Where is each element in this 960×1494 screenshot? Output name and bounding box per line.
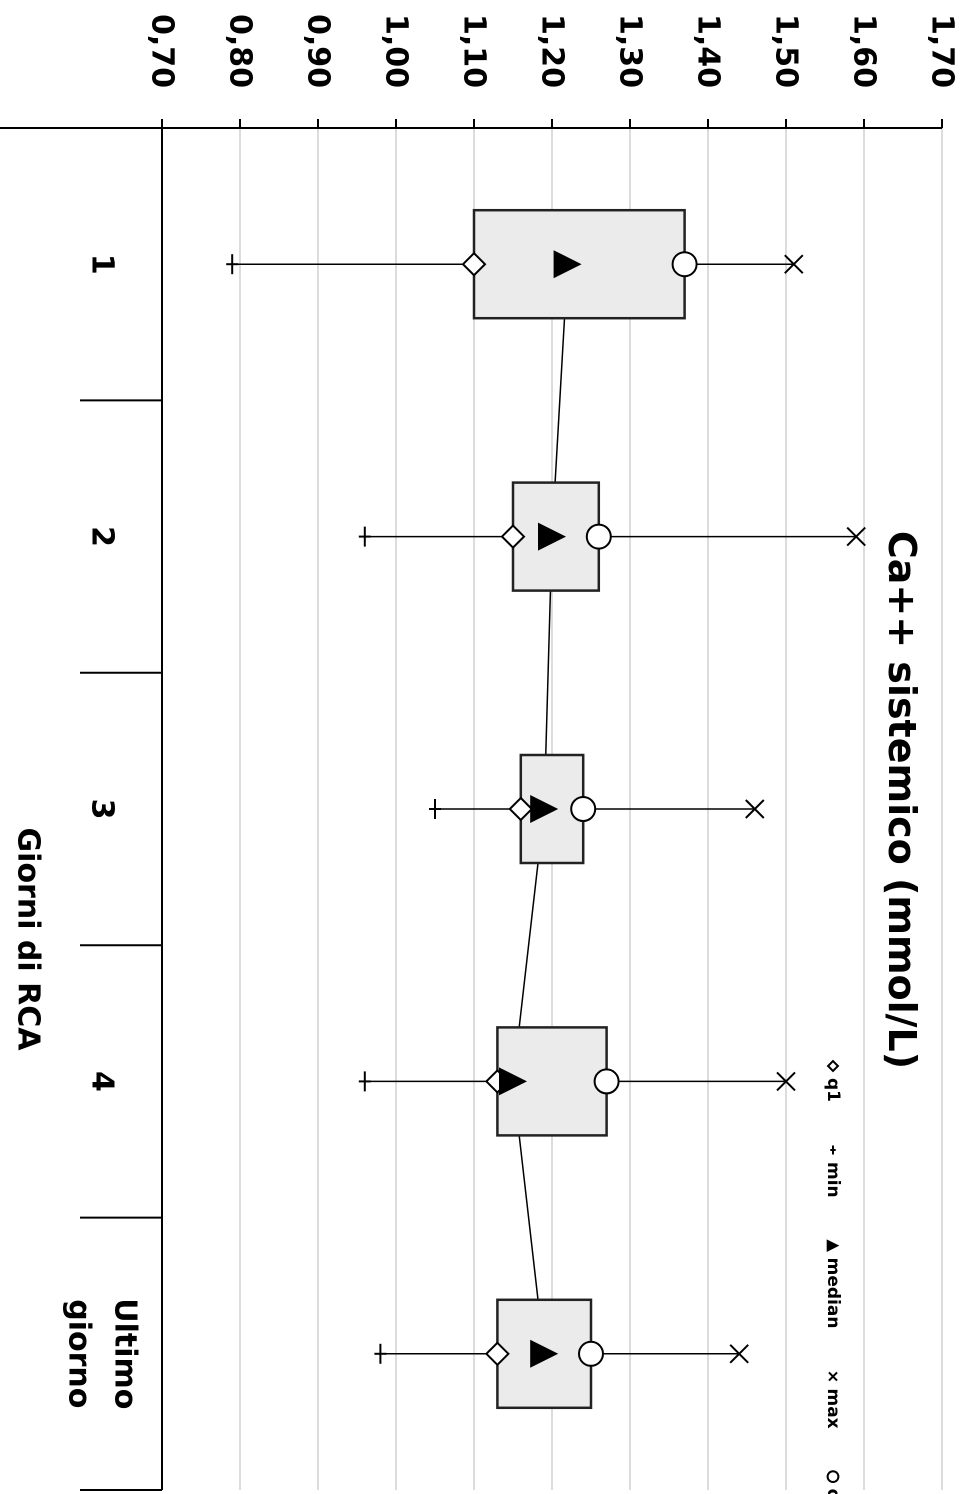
max-marker (745, 799, 765, 819)
category-label: 4 (85, 1071, 120, 1092)
value-tick-label: 1,10 (457, 14, 492, 88)
value-tick-label: 0,70 (145, 14, 180, 88)
min-marker (358, 1071, 371, 1092)
box-group (429, 753, 765, 865)
axes (0, 119, 943, 1491)
median-marker (530, 1339, 559, 1368)
max-marker (828, 1371, 838, 1382)
max-marker (846, 526, 866, 547)
boxes (226, 208, 866, 1410)
q1-marker (500, 524, 526, 550)
box-group (374, 1298, 749, 1410)
q3-marker (593, 1068, 620, 1095)
q1-marker (461, 251, 487, 277)
category-label: giorno (62, 1299, 97, 1408)
legend-label: median (823, 1258, 843, 1329)
legend-item: min (823, 1145, 843, 1198)
value-tick-label: 1,60 (847, 14, 882, 88)
value-tick-label: 0,90 (301, 14, 336, 88)
axis-title: Giorni di RCA (11, 828, 46, 1052)
value-tick-label: 1,30 (613, 14, 648, 88)
box-group (358, 1026, 796, 1137)
legend-label: min (823, 1162, 843, 1198)
min-marker (429, 799, 441, 819)
q3-marker (578, 1340, 604, 1367)
min-marker (830, 1145, 836, 1155)
max-marker (776, 1071, 796, 1092)
q1-marker (826, 1059, 840, 1073)
category-label: 2 (85, 526, 120, 547)
box-group (226, 208, 804, 320)
legend-label: max (823, 1388, 843, 1428)
value-tick-label: 0,80 (223, 14, 258, 88)
legend-item: median (823, 1239, 843, 1328)
value-tick-label: 1,40 (691, 14, 726, 88)
q3-marker (570, 796, 597, 822)
median-marker (826, 1239, 840, 1252)
value-tick-label: 1,50 (769, 14, 804, 88)
labels: 0,70 0,80 0,90 1,00 1,10 1,20 1,30 1,40 1,50 1,60… (11, 14, 960, 1409)
max-marker (729, 1344, 749, 1364)
median-marker (499, 1067, 527, 1096)
legend-item: max (823, 1371, 843, 1429)
value-tick-label: 1,00 (379, 14, 414, 88)
min-marker (226, 254, 239, 275)
q3-marker (671, 251, 698, 278)
value-tick-label: 1,20 (535, 14, 570, 88)
category-label: Ultimo (108, 1298, 143, 1409)
q1-marker (508, 796, 534, 822)
median-marker (530, 795, 559, 823)
legend-item: q1 (823, 1059, 843, 1102)
median-marker (553, 250, 582, 279)
min-marker (374, 1343, 387, 1364)
q3-marker (826, 1470, 840, 1484)
chart-title: Ca++ sistemico (mmol/L) (880, 531, 924, 1069)
box-group (358, 481, 866, 592)
value-tick-label: 1,70 (925, 14, 960, 88)
legend-label: q1 (823, 1078, 843, 1102)
category-label: 1 (85, 254, 120, 275)
legend-item: q3 (823, 1470, 843, 1494)
legend-label: q3 (823, 1489, 843, 1494)
q1-marker (484, 1341, 510, 1367)
category-label: 3 (85, 799, 120, 820)
min-marker (358, 526, 371, 547)
legend: q1 min median max q3 (823, 1059, 843, 1494)
q3-marker (585, 523, 612, 550)
median-marker (538, 522, 566, 551)
max-marker (784, 254, 804, 274)
